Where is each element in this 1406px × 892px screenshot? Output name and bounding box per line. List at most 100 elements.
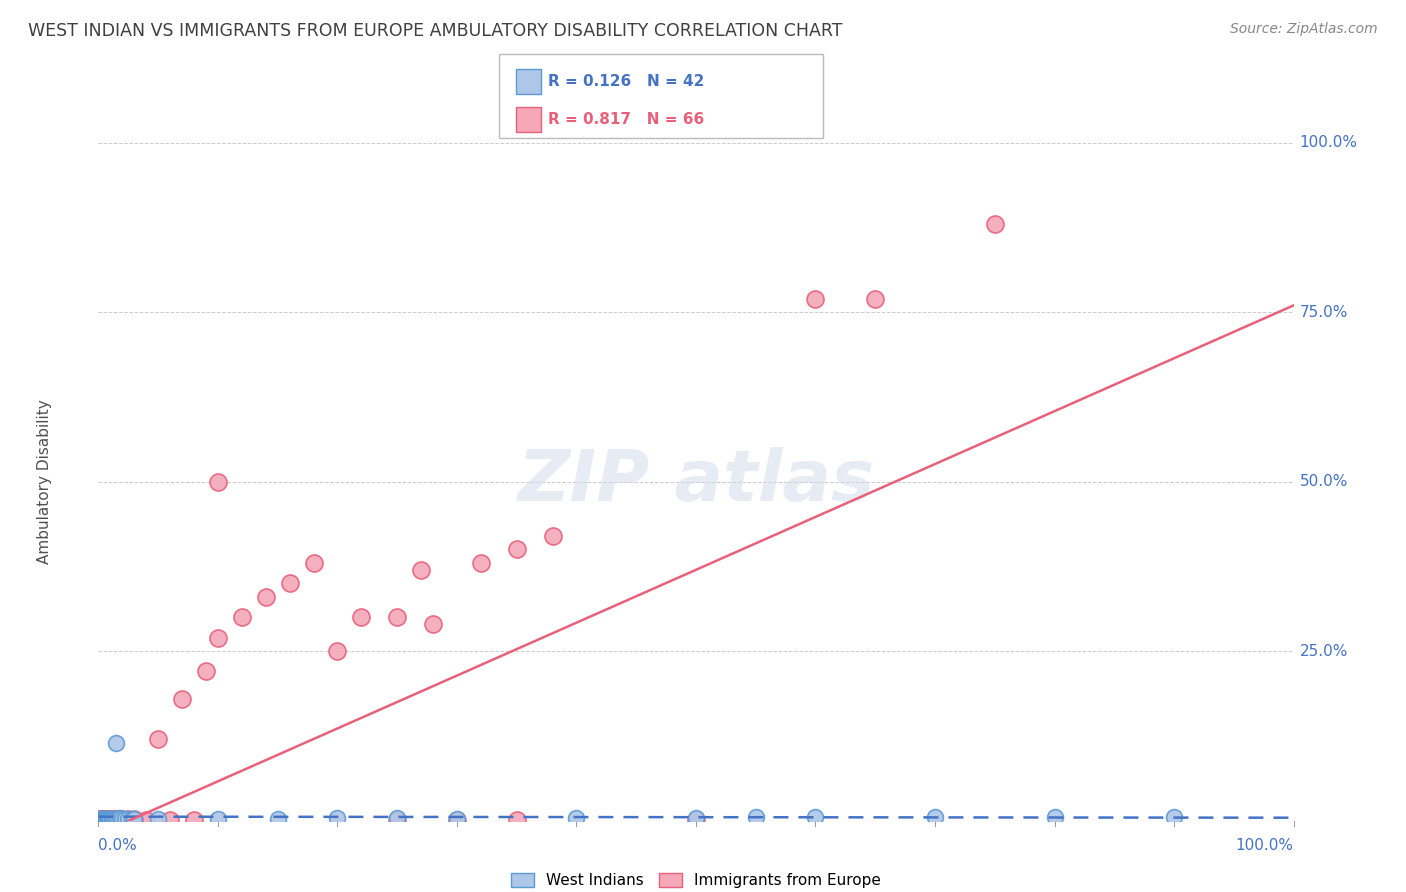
Point xyxy=(183,813,205,827)
Point xyxy=(207,475,229,489)
Point xyxy=(91,813,114,827)
Point xyxy=(446,812,468,826)
Point xyxy=(114,812,136,826)
Point xyxy=(98,812,121,826)
Point xyxy=(685,813,707,827)
Point xyxy=(105,812,128,826)
Point xyxy=(111,813,134,827)
Text: 100.0%: 100.0% xyxy=(1299,136,1358,150)
Point xyxy=(103,813,125,827)
Point xyxy=(97,813,120,827)
Point xyxy=(101,813,124,827)
Point xyxy=(101,812,124,826)
Point xyxy=(411,563,433,577)
Point xyxy=(108,813,131,827)
Point xyxy=(93,812,115,826)
Point xyxy=(745,810,768,824)
Point xyxy=(107,812,129,826)
Point xyxy=(804,810,827,824)
Text: 0.0%: 0.0% xyxy=(98,838,138,853)
Point xyxy=(172,691,194,706)
Point xyxy=(98,812,122,826)
Point xyxy=(565,811,588,825)
Point xyxy=(148,732,170,747)
Point xyxy=(254,590,277,604)
Point xyxy=(111,812,134,826)
Point xyxy=(135,813,157,827)
Point xyxy=(100,813,122,827)
Point xyxy=(93,812,115,826)
Text: Ambulatory Disability: Ambulatory Disability xyxy=(37,400,52,564)
Point xyxy=(96,812,118,826)
Point xyxy=(124,812,146,826)
Point xyxy=(541,529,564,543)
Point xyxy=(98,812,122,826)
Point xyxy=(93,813,115,827)
Point xyxy=(96,813,118,827)
Point xyxy=(302,556,325,570)
Point xyxy=(91,813,114,827)
Point xyxy=(1163,809,1185,823)
Text: R = 0.817   N = 66: R = 0.817 N = 66 xyxy=(548,112,704,127)
Text: 100.0%: 100.0% xyxy=(1236,838,1294,853)
Point xyxy=(231,610,253,624)
Point xyxy=(98,813,121,827)
Text: 50.0%: 50.0% xyxy=(1299,475,1348,489)
Point xyxy=(97,812,120,826)
Point xyxy=(148,812,170,826)
Point xyxy=(108,811,131,825)
Text: 75.0%: 75.0% xyxy=(1299,305,1348,319)
Text: WEST INDIAN VS IMMIGRANTS FROM EUROPE AMBULATORY DISABILITY CORRELATION CHART: WEST INDIAN VS IMMIGRANTS FROM EUROPE AM… xyxy=(28,22,842,40)
Text: 25.0%: 25.0% xyxy=(1299,644,1348,658)
Point xyxy=(983,217,1005,231)
Point xyxy=(91,812,114,826)
Point xyxy=(194,665,217,679)
Point xyxy=(385,610,409,624)
Point xyxy=(89,813,111,827)
Point xyxy=(804,292,827,306)
Point xyxy=(121,813,143,827)
Point xyxy=(124,812,146,826)
Point xyxy=(863,292,886,306)
Point xyxy=(105,812,128,826)
Point xyxy=(114,813,136,827)
Point xyxy=(159,813,181,827)
Point xyxy=(98,812,121,826)
Point xyxy=(685,811,707,825)
Point xyxy=(124,813,146,827)
Point xyxy=(385,813,409,827)
Point xyxy=(105,812,128,826)
Point xyxy=(100,812,122,826)
Point xyxy=(96,812,118,826)
Point xyxy=(107,812,129,826)
Point xyxy=(924,810,946,824)
Point xyxy=(101,812,124,826)
Point xyxy=(111,812,134,826)
Point xyxy=(91,813,114,827)
Point xyxy=(267,812,290,826)
Point xyxy=(97,812,120,826)
Point xyxy=(326,811,349,825)
Text: R = 0.126   N = 42: R = 0.126 N = 42 xyxy=(548,74,704,89)
Point xyxy=(117,812,139,826)
Point xyxy=(278,576,301,591)
Point xyxy=(350,610,373,624)
Point xyxy=(89,812,111,826)
Legend: West Indians, Immigrants from Europe: West Indians, Immigrants from Europe xyxy=(505,867,887,892)
Point xyxy=(94,812,117,826)
Point xyxy=(1043,809,1066,823)
Point xyxy=(446,813,468,827)
Point xyxy=(90,812,112,826)
Point xyxy=(326,644,349,658)
Point xyxy=(91,812,114,826)
Point xyxy=(91,812,114,826)
Point xyxy=(94,813,117,827)
Point xyxy=(90,813,112,827)
Text: Source: ZipAtlas.com: Source: ZipAtlas.com xyxy=(1230,22,1378,37)
Point xyxy=(117,812,139,826)
Point xyxy=(90,813,112,827)
Point xyxy=(91,812,114,826)
Point xyxy=(90,812,112,826)
Point xyxy=(207,812,229,826)
Point xyxy=(90,812,112,826)
